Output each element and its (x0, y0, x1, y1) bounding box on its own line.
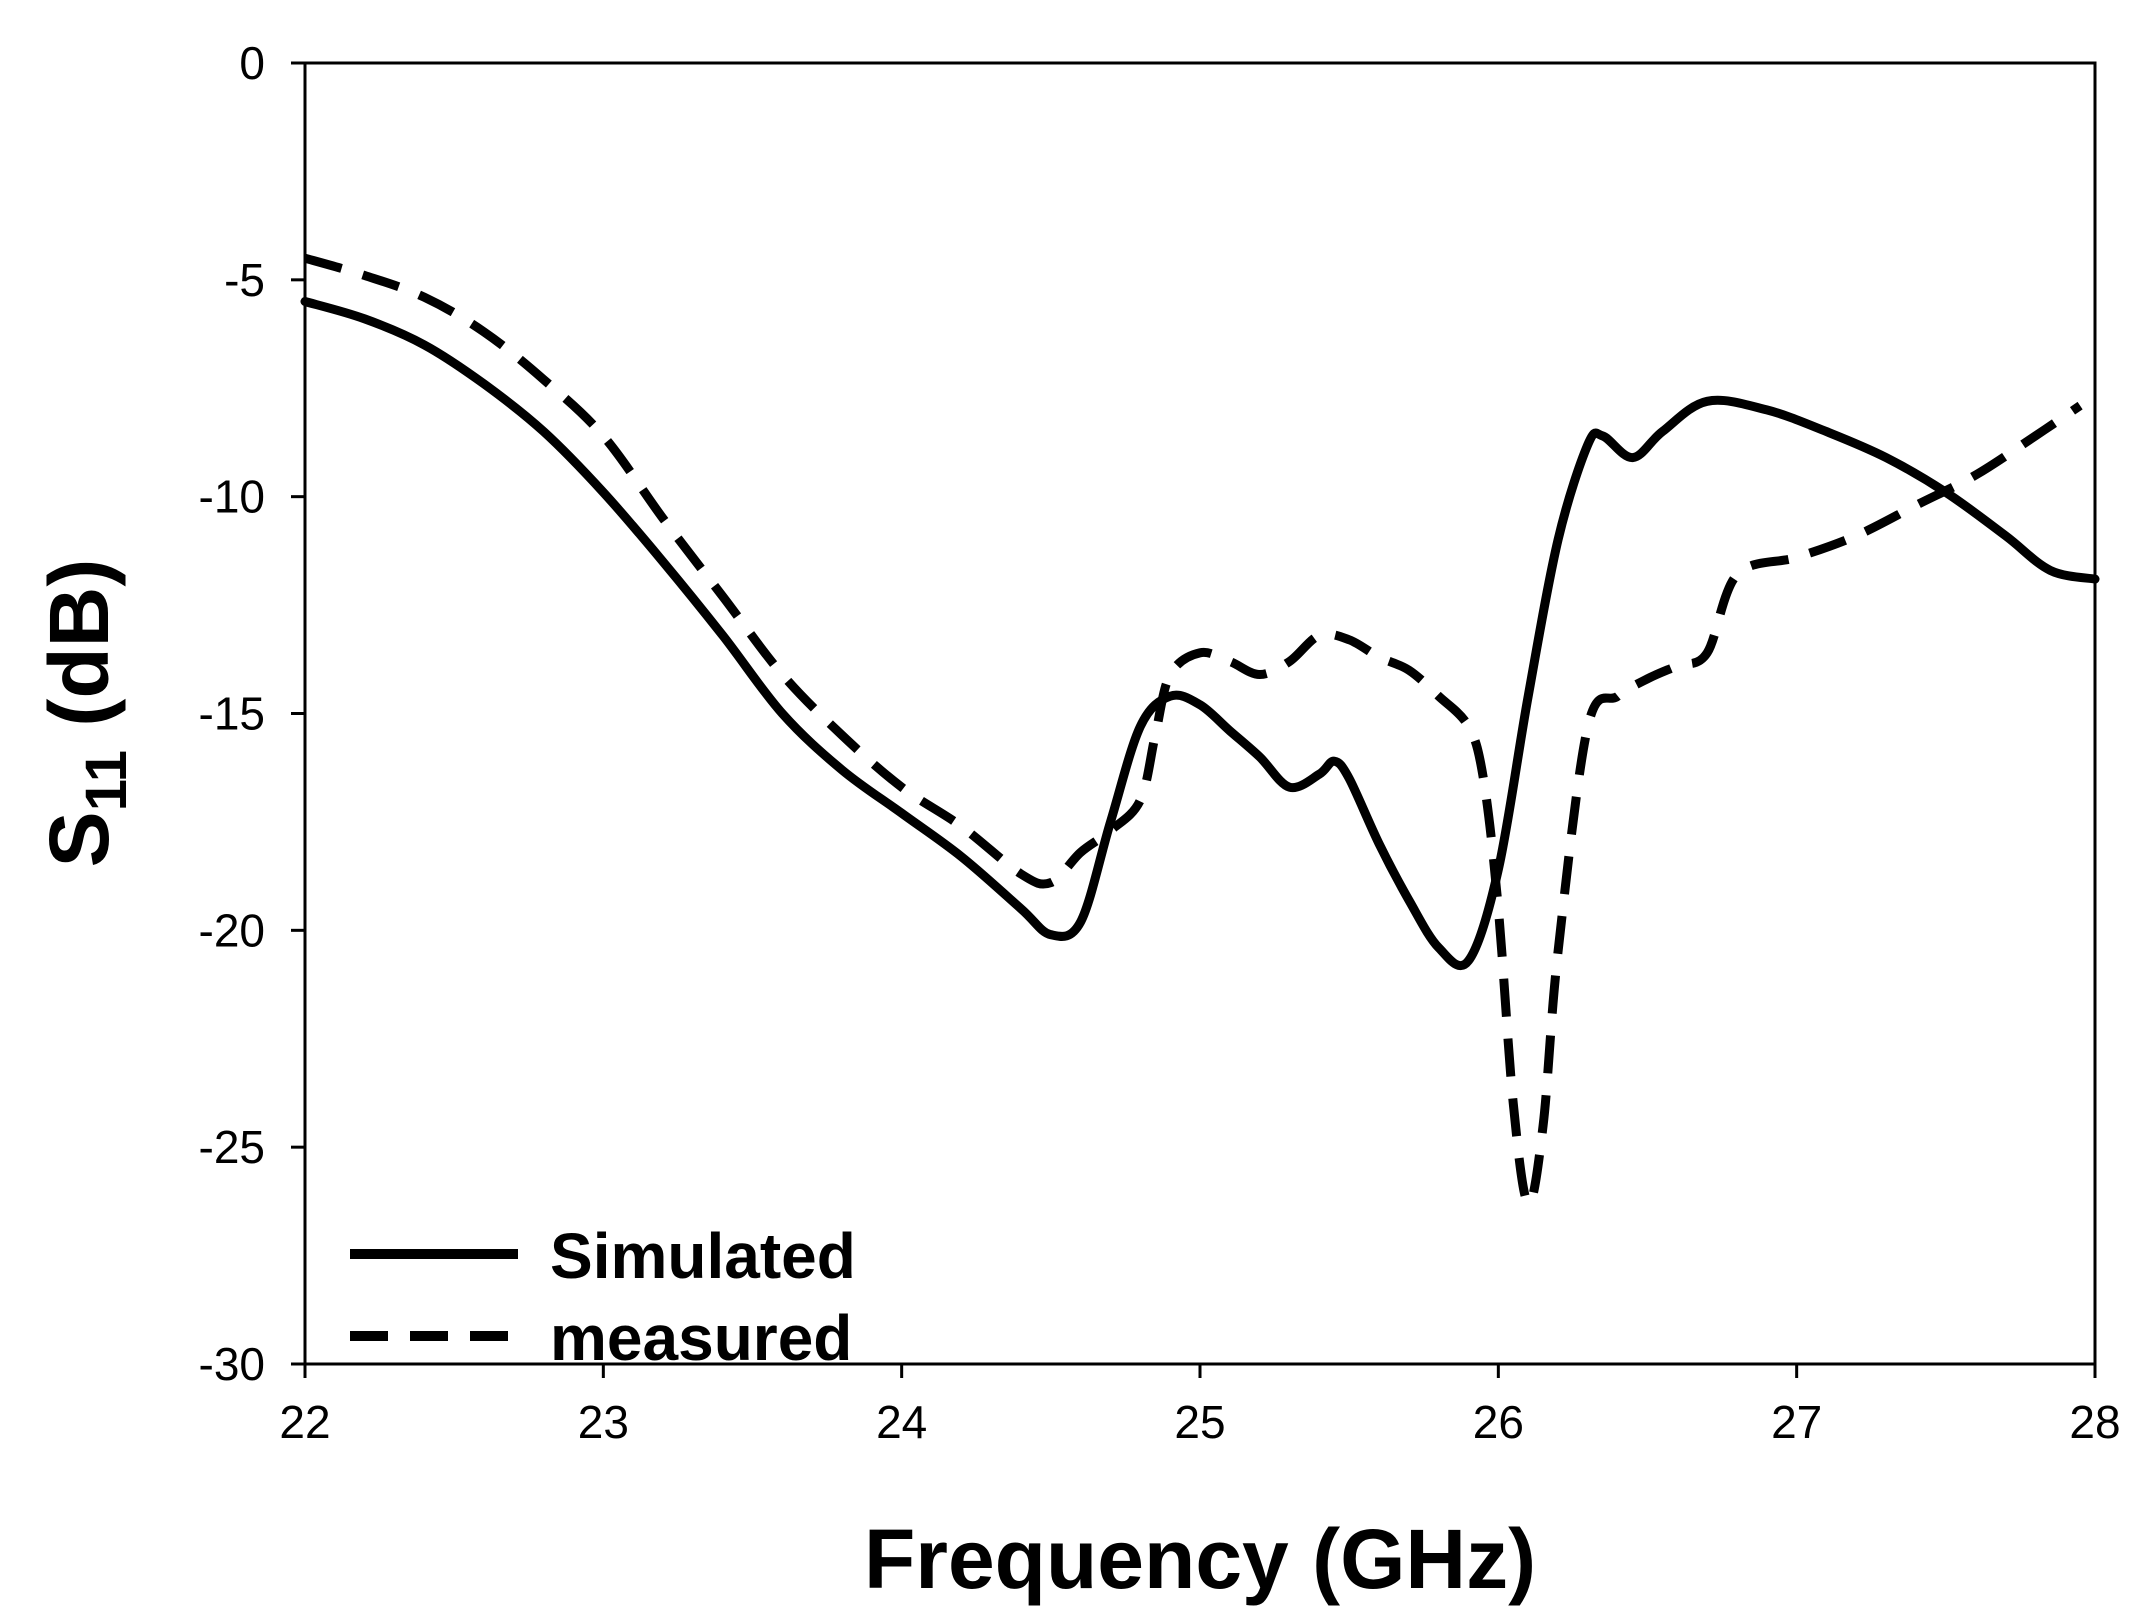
series-simulated-line (300, 297, 2100, 971)
x-axis-ticks (303, 1364, 2097, 1378)
y-tick-label--5: -5 (224, 254, 265, 306)
x-tick-label-24: 24 (876, 1396, 927, 1448)
x-tick-label-26: 26 (1473, 1396, 1524, 1448)
x-tick-label-27: 27 (1771, 1396, 1822, 1448)
series-group (300, 253, 2100, 1209)
y-tick-label--10: -10 (199, 471, 265, 523)
y-tick-label--15: -15 (199, 688, 265, 740)
y-tick-label--25: -25 (199, 1121, 265, 1173)
x-tick-label-22: 22 (279, 1396, 330, 1448)
x-tick-label-23: 23 (578, 1396, 629, 1448)
legend-simulated-label: Simulated (550, 1220, 856, 1292)
y-axis-title-subscript: 11 (74, 750, 139, 811)
y-axis-title-main: S (32, 811, 126, 867)
legend: Simulated measured (350, 1220, 856, 1374)
y-tick-label-0: 0 (239, 37, 265, 89)
legend-measured-label: measured (550, 1302, 852, 1374)
y-axis-title: S11 (dB) (32, 559, 139, 868)
x-tick-label-28: 28 (2069, 1396, 2120, 1448)
plot-area-frame (303, 61, 2097, 1366)
x-tick-label-25: 25 (1174, 1396, 1225, 1448)
y-tick-label--30: -30 (199, 1338, 265, 1390)
x-axis-tick-labels: 22 23 24 25 26 27 28 (279, 1396, 2120, 1448)
y-axis-ticks (291, 61, 305, 1366)
y-axis-tick-labels: 0 -5 -10 -15 -20 -25 -30 (199, 37, 265, 1390)
x-axis-title: Frequency (GHz) (864, 1512, 1536, 1606)
series-measured-line (303, 253, 2083, 1209)
y-tick-label--20: -20 (199, 904, 265, 956)
y-axis-title-unit: (dB) (32, 559, 126, 750)
